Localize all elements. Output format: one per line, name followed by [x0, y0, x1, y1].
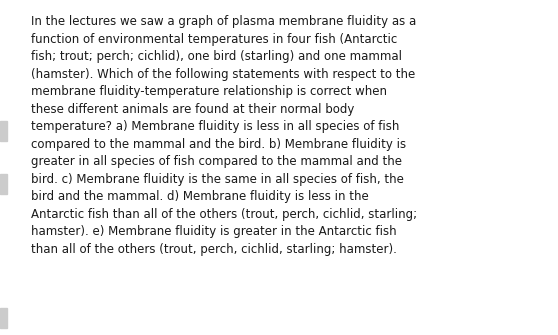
Bar	[0, 121, 7, 141]
Bar	[0, 308, 7, 328]
Bar	[0, 174, 7, 194]
Text: In the lectures we saw a graph of plasma membrane fluidity as a
function of envi: In the lectures we saw a graph of plasma…	[31, 15, 417, 256]
